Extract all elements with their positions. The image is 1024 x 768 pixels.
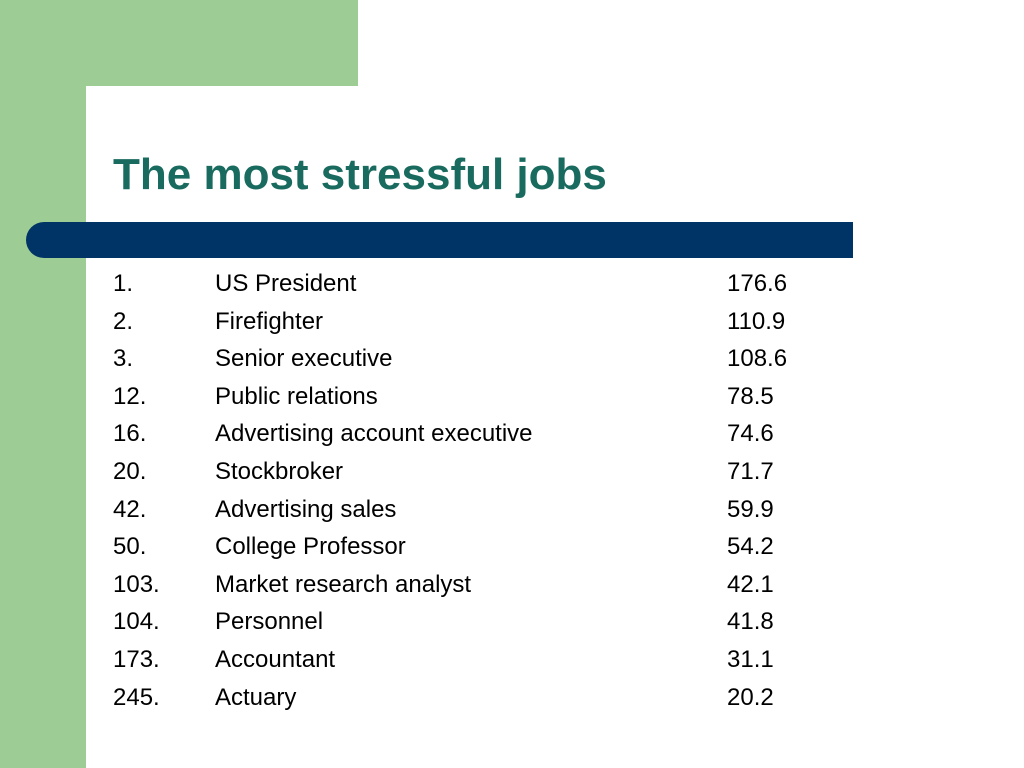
job-title: Accountant <box>215 645 336 673</box>
list-item: 42. Advertising sales 59.9 <box>113 491 833 529</box>
stress-score: 176.6 <box>727 270 788 297</box>
list-item: 103. Market research analyst 42.1 <box>113 566 833 604</box>
job-rank: 3. <box>113 345 134 373</box>
job-title: Senior executive <box>215 345 393 373</box>
job-rank: 50. <box>113 533 147 561</box>
job-rank: 42. <box>113 495 147 523</box>
list-item: 20. Stockbroker 71.7 <box>113 453 833 491</box>
list-item: 104. Personnel 41.8 <box>113 603 833 641</box>
job-title: Stockbroker <box>215 457 344 485</box>
job-rank: 16. <box>113 420 147 448</box>
stress-score: 20.2 <box>727 683 774 711</box>
stress-score: 31.1 <box>727 645 774 673</box>
list-item: 2. Firefighter 110.9 <box>113 303 833 341</box>
stress-score: 74.6 <box>727 420 774 448</box>
job-rank: 1. <box>113 270 134 297</box>
job-rank: 20. <box>113 457 147 485</box>
content-panel <box>86 86 1024 768</box>
job-title: US President <box>215 270 357 297</box>
stress-score: 78.5 <box>727 382 774 410</box>
decorative-green-column <box>0 0 86 768</box>
list-item: 245. Actuary 20.2 <box>113 679 833 717</box>
job-title: Advertising sales <box>215 495 397 523</box>
stress-score: 108.6 <box>727 345 788 373</box>
job-title: Public relations <box>215 382 378 410</box>
job-rank: 104. <box>113 608 160 636</box>
job-title: Advertising account executive <box>215 420 533 448</box>
list-item: 50. College Professor 54.2 <box>113 528 833 566</box>
job-title: Firefighter <box>215 307 324 335</box>
stress-score: 110.9 <box>727 307 786 335</box>
job-rank: 2. <box>113 307 134 335</box>
list-item: 1. US President 176.6 <box>113 265 833 303</box>
job-title: Personnel <box>215 608 324 636</box>
job-title: Actuary <box>215 683 297 711</box>
job-rank: 103. <box>113 570 160 598</box>
list-item: 12. Public relations 78.5 <box>113 378 833 416</box>
job-title: College Professor <box>215 533 406 561</box>
stress-score: 41.8 <box>727 608 774 636</box>
job-rank: 12. <box>113 382 147 410</box>
title-underline-bar <box>26 222 853 258</box>
list-item: 173. Accountant 31.1 <box>113 641 833 679</box>
stress-score: 71.7 <box>727 457 774 485</box>
job-rank: 245. <box>113 683 160 711</box>
list-item: 3. Senior executive 108.6 <box>113 340 833 378</box>
slide-title: The most stressful jobs <box>113 150 607 199</box>
stress-score: 42.1 <box>727 570 774 598</box>
job-title: Market research analyst <box>215 570 472 598</box>
stress-score: 59.9 <box>727 495 774 523</box>
list-item: 16. Advertising account executive 74.6 <box>113 415 833 453</box>
job-stress-list: 1. US President 176.6 2. Firefighter 110… <box>113 265 833 716</box>
job-rank: 173. <box>113 645 160 673</box>
stress-score: 54.2 <box>727 533 774 561</box>
decorative-green-top-block <box>0 0 358 86</box>
